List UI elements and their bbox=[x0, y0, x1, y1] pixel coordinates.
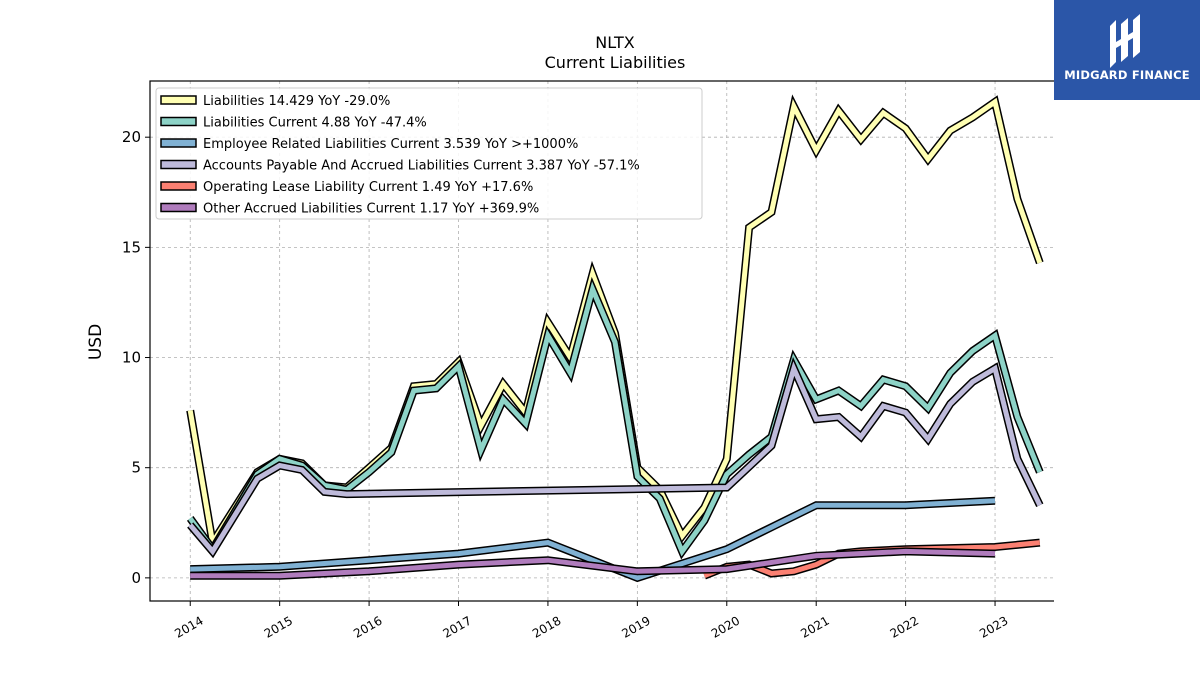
y-tick-label: 10 bbox=[122, 349, 141, 367]
x-tick-label: 2021 bbox=[798, 613, 831, 640]
legend-label: Other Accrued Liabilities Current 1.17 Y… bbox=[203, 202, 539, 217]
series-line bbox=[188, 361, 1043, 556]
series-line bbox=[190, 498, 996, 581]
plot-frame bbox=[149, 80, 1054, 602]
legend-label: Employee Related Liabilities Current 3.5… bbox=[203, 137, 578, 152]
legend-swatch bbox=[160, 202, 197, 213]
legend-box bbox=[155, 87, 703, 220]
series-line bbox=[190, 548, 996, 579]
brand-mark-icon bbox=[1110, 14, 1140, 68]
x-tick-label: 2014 bbox=[172, 613, 205, 640]
x-tick-label: 2023 bbox=[977, 613, 1010, 640]
legend-label: Liabilities 14.429 YoY -29.0% bbox=[203, 94, 390, 109]
y-tick-label: 15 bbox=[122, 238, 141, 256]
legend-swatch bbox=[160, 95, 197, 105]
legend-label: Operating Lease Liability Current 1.49 Y… bbox=[203, 180, 533, 195]
chart-title: NLTX bbox=[595, 33, 634, 52]
y-axis-label: USD bbox=[86, 324, 106, 360]
series-4 bbox=[702, 538, 1041, 580]
x-tick-label: 2015 bbox=[262, 613, 295, 640]
brand-name: MIDGARD FINANCE bbox=[1064, 68, 1190, 82]
series-layer bbox=[186, 94, 1044, 583]
legend-swatch bbox=[160, 159, 197, 170]
x-tick-label: 2016 bbox=[351, 613, 384, 640]
series-line bbox=[188, 281, 1043, 557]
series-5 bbox=[190, 547, 996, 580]
legend-label: Accounts Payable And Accrued Liabilities… bbox=[203, 159, 640, 174]
chart-subtitle: Current Liabilities bbox=[545, 53, 686, 72]
y-tick-label: 20 bbox=[122, 128, 141, 146]
x-tick-label: 2022 bbox=[888, 613, 921, 640]
y-tick-label: 0 bbox=[131, 569, 141, 587]
x-tick-label: 2019 bbox=[619, 613, 652, 640]
x-tick-label: 2020 bbox=[709, 613, 742, 640]
series-2 bbox=[190, 496, 996, 583]
series-3 bbox=[187, 356, 1044, 559]
legend-swatch bbox=[160, 138, 197, 148]
legend-label: Liabilities Current 4.88 YoY -47.4% bbox=[203, 116, 427, 131]
legend: Liabilities 14.429 YoY -29.0% Liabilities… bbox=[155, 87, 703, 220]
x-tick-label: 2017 bbox=[441, 613, 474, 640]
brand-logo: MIDGARD FINANCE bbox=[1054, 0, 1200, 100]
chart: NLTX Current Liabilities 2014 2015 2016 201… bbox=[86, 33, 1054, 641]
series-1 bbox=[186, 276, 1044, 560]
y-tick-label: 5 bbox=[131, 459, 141, 477]
legend-swatch bbox=[160, 181, 197, 191]
x-tick-label: 2018 bbox=[530, 613, 563, 640]
legend-swatch bbox=[160, 116, 197, 127]
